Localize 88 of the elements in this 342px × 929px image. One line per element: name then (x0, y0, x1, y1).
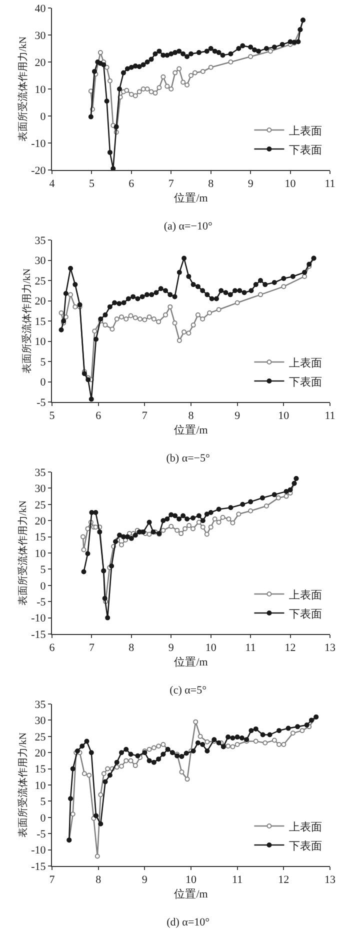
legend-label: 上表面 (289, 356, 322, 370)
text: (b) α=−5° (166, 452, 210, 465)
y-tick-label: 30 (34, 715, 46, 728)
y-tick-label: 35 (34, 698, 46, 711)
x-tick-label: 11 (232, 874, 243, 886)
x-tick-label: 5 (49, 410, 56, 422)
y-tick-label: -20 (31, 164, 46, 177)
x-tick-label: 11 (324, 178, 336, 190)
x-tick-label: 12 (278, 874, 290, 886)
y-tick-label: 0 (40, 812, 46, 824)
legend-label: 下表面 (289, 375, 322, 388)
y-tick-label: 20 (34, 56, 46, 69)
y-axis-title: 表面所受流体作用力/kN (20, 268, 33, 374)
y-tick-label: 40 (34, 2, 46, 15)
x-tick-label: 9 (248, 178, 254, 190)
y-tick-label: 30 (34, 30, 46, 42)
y-tick-label: 35 (34, 234, 46, 247)
y-tick-label: 10 (34, 84, 46, 96)
y-tick-label: 0 (40, 580, 46, 592)
y-axis-title: 表面所受流体作用力/kN (17, 732, 30, 838)
x-tick-label: 6 (128, 178, 135, 190)
y-tick-label: 30 (34, 255, 46, 268)
x-axis-title: 位置/m (174, 192, 208, 204)
x-tick-label: 11 (245, 642, 256, 654)
x-tick-label: 6 (96, 410, 102, 422)
x-axis-title: 位置/m (174, 888, 208, 900)
x-tick-label: 8 (208, 178, 214, 190)
y-tick-label: 35 (34, 466, 46, 479)
text: (d) α=10° (166, 916, 210, 929)
y-tick-label: 20 (34, 296, 46, 308)
x-axis-title: 位置/m (174, 656, 208, 668)
y-tick-label: -5 (36, 828, 46, 840)
x-tick-label: 8 (96, 874, 102, 886)
x-axis-title: 位置/m (174, 424, 208, 436)
x-tick-label: 5 (88, 178, 95, 190)
y-tick-label: 20 (34, 515, 46, 528)
y-tick-label: 10 (34, 336, 46, 348)
x-tick-label: 13 (324, 874, 336, 886)
y-tick-label: 25 (34, 499, 46, 512)
x-tick-label: 10 (205, 642, 217, 654)
y-tick-label: -15 (31, 628, 46, 641)
y-axis-title: 表面所受流体作用力/kN (17, 500, 30, 606)
x-tick-label: 6 (49, 642, 56, 654)
y-tick-label: -15 (31, 860, 46, 873)
y-tick-label: -10 (31, 138, 46, 150)
y-tick-label: 15 (34, 764, 46, 776)
x-tick-label: 7 (168, 178, 174, 190)
legend-label: 上表面 (289, 124, 322, 138)
y-tick-label: 15 (34, 532, 46, 544)
x-tick-label: 7 (88, 642, 95, 654)
y-axis-title: 表面所受流体作用力/kN (17, 36, 30, 142)
y-tick-label: 5 (40, 796, 46, 808)
y-tick-label: 5 (40, 356, 46, 368)
legend-label: 上表面 (289, 588, 322, 602)
y-tick-label: 25 (34, 275, 46, 288)
x-tick-label: 7 (142, 410, 148, 422)
y-tick-label: 5 (40, 564, 46, 576)
x-tick-label: 10 (284, 178, 296, 190)
y-tick-label: 0 (40, 376, 46, 389)
y-tick-label: 25 (34, 731, 46, 744)
legend-label: 上表面 (289, 820, 322, 834)
x-tick-label: 10 (278, 410, 290, 422)
y-tick-label: -5 (36, 596, 46, 608)
x-tick-label: 7 (49, 874, 56, 886)
x-tick-label: 4 (49, 178, 56, 190)
x-tick-label: 9 (234, 410, 241, 422)
legend-label: 下表面 (289, 143, 322, 156)
text: (a) α=−10° (164, 220, 212, 233)
y-tick-label: -5 (36, 396, 46, 409)
y-tick-label: -10 (31, 612, 46, 625)
y-tick-label: 10 (34, 548, 46, 560)
x-tick-label: 9 (142, 874, 148, 886)
x-tick-label: 9 (168, 642, 174, 654)
y-tick-label: 20 (34, 747, 46, 760)
legend-label: 下表面 (289, 839, 322, 852)
y-tick-label: 0 (40, 110, 46, 123)
x-tick-label: 10 (186, 874, 197, 886)
x-tick-label: 12 (284, 642, 296, 654)
x-tick-label: 8 (188, 410, 194, 422)
x-tick-label: 13 (324, 642, 336, 654)
y-tick-label: 30 (34, 483, 46, 496)
y-tick-label: 10 (34, 780, 46, 792)
text: (c) α=5° (170, 684, 207, 697)
x-tick-label: 8 (128, 642, 135, 654)
legend-label: 下表面 (289, 607, 322, 620)
y-tick-label: 15 (34, 316, 46, 328)
y-tick-label: -10 (31, 844, 46, 857)
x-tick-label: 11 (324, 410, 336, 422)
